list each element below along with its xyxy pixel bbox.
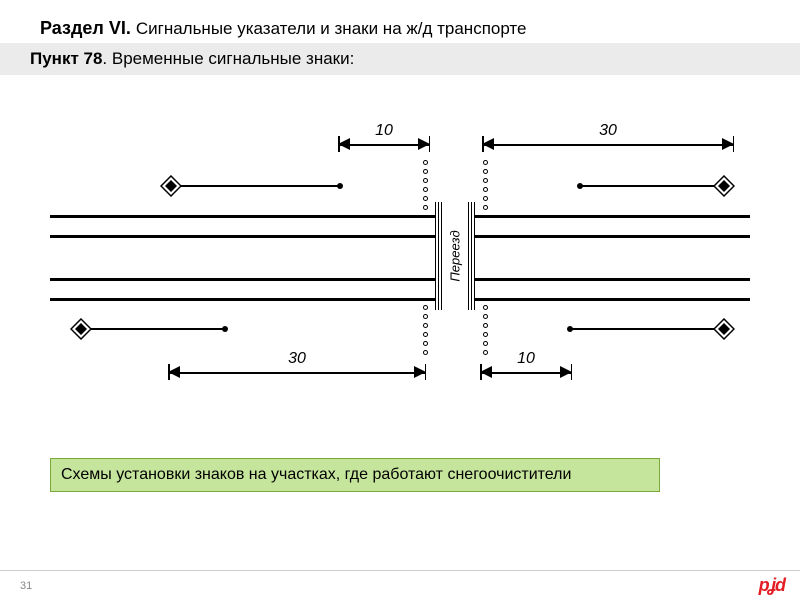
dim-label: 10: [338, 122, 430, 140]
section-text: Сигнальные указатели и знаки на ж/д тран…: [136, 19, 527, 38]
diamond-icon: [713, 318, 735, 340]
dots-top-left: [422, 160, 428, 210]
diamond-icon: [160, 175, 182, 197]
point-text: . Временные сигнальные знаки:: [102, 49, 354, 68]
diamond-icon: [70, 318, 92, 340]
caption: Схемы установки знаков на участках, где …: [50, 458, 660, 492]
section-label: Раздел VI.: [40, 18, 131, 38]
diagram: Переезд: [50, 130, 750, 390]
rzd-logo: pʝd: [759, 575, 785, 596]
track-3: [50, 278, 750, 281]
dots-bot-left: [422, 305, 428, 355]
dim-label: 10: [480, 350, 572, 368]
sign-bot-left: [70, 318, 225, 340]
sign-top-left: [160, 175, 340, 197]
sign-top-right: [580, 175, 735, 197]
dim-bot-left: 30: [168, 358, 426, 386]
footer: 31 pʝd: [0, 570, 800, 600]
dim-label: 30: [482, 122, 734, 140]
page-number: 31: [20, 580, 32, 592]
sign-bot-right: [570, 318, 735, 340]
dots-top-right: [482, 160, 488, 210]
crossing-label: Переезд: [448, 230, 463, 281]
track-4: [50, 298, 750, 301]
track-1: [50, 215, 750, 218]
track-2: [50, 235, 750, 238]
dim-top-left: 10: [338, 130, 430, 158]
dots-bot-right: [482, 305, 488, 355]
dim-top-right: 30: [482, 130, 734, 158]
dim-label: 30: [168, 350, 426, 368]
subheader-bar: Пункт 78. Временные сигнальные знаки:: [0, 43, 800, 75]
diamond-icon: [713, 175, 735, 197]
crossing: Переезд: [435, 202, 475, 310]
point-label: Пункт 78: [30, 49, 102, 68]
dim-bot-right: 10: [480, 358, 572, 386]
